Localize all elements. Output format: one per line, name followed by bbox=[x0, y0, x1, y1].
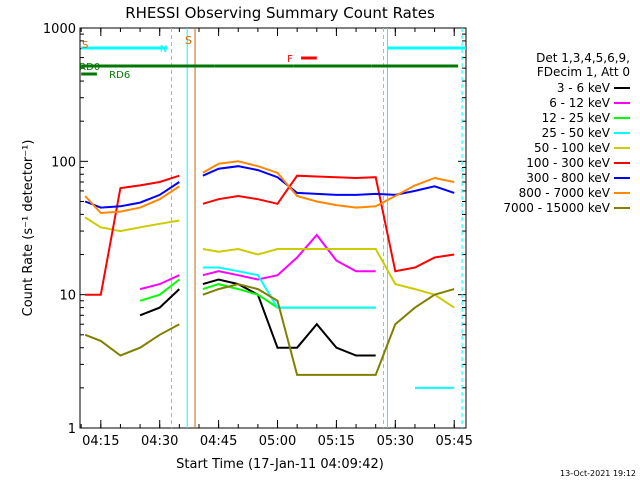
legend-header: Det 1,3,4,5,6,9, bbox=[536, 51, 630, 65]
x-tick-label: 04:30 bbox=[141, 434, 178, 449]
y-tick-label: 100 bbox=[51, 155, 76, 170]
chart-title: RHESSI Observing Summary Count Rates bbox=[125, 4, 435, 22]
series-line bbox=[202, 247, 455, 309]
series-line bbox=[202, 278, 376, 357]
series-line bbox=[85, 174, 180, 296]
series-line bbox=[139, 288, 180, 317]
y-axis-label: Count Rate (s⁻¹ detector⁻¹) bbox=[21, 140, 36, 317]
series-line bbox=[84, 181, 180, 209]
series-line bbox=[84, 185, 180, 215]
series-line bbox=[202, 160, 455, 209]
x-tick-label: 04:45 bbox=[200, 434, 237, 449]
legend-header: FDecim 1, Att 0 bbox=[537, 65, 630, 79]
y-tick-label: 1 bbox=[68, 422, 76, 437]
legend-entry-label: 3 - 6 keV bbox=[557, 81, 611, 95]
legend-entry-label: 12 - 25 keV bbox=[542, 111, 611, 125]
footer-timestamp: 13-Oct-2021 19:12 bbox=[560, 469, 636, 478]
series-line bbox=[139, 278, 180, 302]
legend-entry-label: 300 - 800 keV bbox=[526, 171, 610, 185]
series-line bbox=[202, 165, 455, 196]
plot-frame bbox=[79, 27, 467, 429]
state-bar-label: S bbox=[82, 40, 88, 51]
x-tick-label: 04:15 bbox=[82, 434, 119, 449]
legend-entry-label: 800 - 7000 keV bbox=[519, 186, 611, 200]
series-line bbox=[202, 266, 376, 309]
series-line bbox=[84, 323, 180, 357]
series-line bbox=[202, 233, 376, 281]
x-tick-label: 05:45 bbox=[435, 434, 472, 449]
legend-entry-label: 50 - 100 keV bbox=[534, 141, 611, 155]
y-tick-label: 10 bbox=[59, 289, 76, 304]
plot-area: 1 10 100 1000 04:15 04:30 04:45 05:00 05:15 05:30… bbox=[43, 22, 473, 449]
state-bar-label: F bbox=[287, 54, 293, 65]
legend-entry-label: 6 - 12 keV bbox=[549, 96, 611, 110]
state-bar-label: RD0 bbox=[79, 62, 100, 73]
vertical-marker-label: S bbox=[185, 34, 192, 47]
legend-entry-label: 100 - 300 keV bbox=[526, 156, 610, 170]
state-bar-label: RD6 bbox=[109, 70, 130, 81]
series-line bbox=[202, 174, 455, 273]
x-axis-label: Start Time (17-Jan-11 04:09:42) bbox=[176, 457, 384, 472]
series-line bbox=[84, 216, 180, 233]
legend-entry-label: 7000 - 15000 keV bbox=[503, 201, 610, 215]
series-line bbox=[202, 283, 455, 376]
legend: Det 1,3,4,5,6,9,FDecim 1, Att 0 3 - 6 keV… bbox=[503, 51, 630, 215]
x-tick-label: 05:15 bbox=[318, 434, 355, 449]
y-tick-label: 1000 bbox=[43, 22, 76, 37]
series-line bbox=[139, 274, 180, 291]
x-tick-label: 05:30 bbox=[377, 434, 414, 449]
state-bar-label: N bbox=[160, 44, 167, 55]
legend-entry-label: 25 - 50 keV bbox=[542, 126, 611, 140]
x-tick-label: 05:00 bbox=[259, 434, 296, 449]
